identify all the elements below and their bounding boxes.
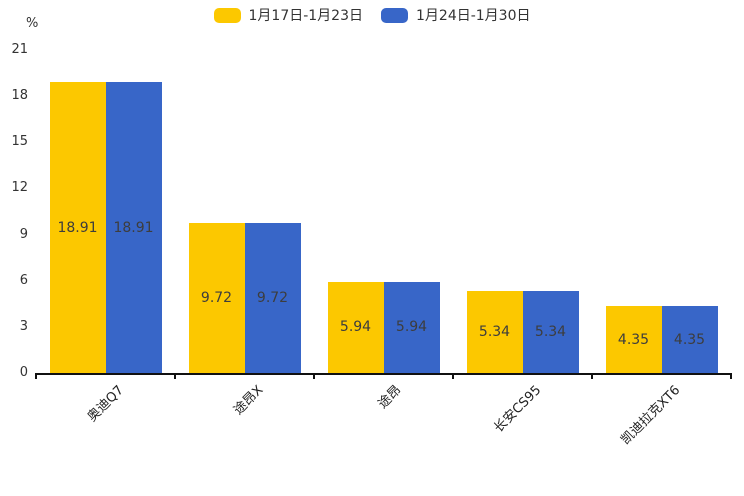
bar-series1-5: 4.35	[605, 306, 662, 373]
bar-value-label: 5.34	[478, 323, 511, 340]
y-tick-label: 6	[19, 272, 28, 288]
bar-series1-1: 18.91	[49, 82, 106, 373]
bar-value-label: 5.34	[534, 323, 567, 340]
bar-value-label: 9.72	[200, 290, 233, 307]
bar-series2-5: 4.35	[661, 306, 718, 373]
bar-value-label: 9.72	[256, 290, 289, 307]
y-axis-unit: %	[26, 16, 39, 31]
x-axis-tick	[35, 373, 37, 379]
bar-series2-2: 9.72	[244, 223, 301, 373]
x-axis-tick	[174, 373, 176, 379]
bar-series1-2: 9.72	[188, 223, 245, 373]
bar-series1-3: 5.94	[327, 281, 384, 373]
bar-value-label: 4.35	[617, 331, 650, 348]
x-axis-tick	[313, 373, 315, 379]
bar-value-label: 5.94	[395, 319, 428, 336]
y-tick-label: 3	[19, 318, 28, 334]
legend: 1月17日-1月23日 1月24日-1月30日	[0, 8, 744, 23]
legend-item-label: 1月24日-1月30日	[416, 7, 531, 24]
x-axis-tick	[452, 373, 454, 379]
x-axis-line	[36, 373, 732, 375]
x-axis-category-label: 长安CS95	[490, 382, 544, 436]
legend-swatch-icon	[213, 8, 241, 23]
bar-series2-3: 5.94	[383, 281, 440, 373]
y-tick-label: 18	[11, 88, 28, 104]
legend-swatch-icon	[381, 8, 408, 23]
bar-value-label: 18.91	[57, 219, 98, 236]
bar-value-label: 18.91	[113, 219, 154, 236]
x-axis-category-label: 途昂X	[230, 382, 266, 419]
bar-value-label: 4.35	[673, 331, 706, 348]
x-axis-category-label: 奥迪Q7	[84, 382, 127, 425]
y-tick-label: 0	[19, 365, 28, 380]
x-axis-category-label: 途昂	[375, 382, 405, 412]
bar-series1-4: 5.34	[466, 290, 523, 373]
legend-item-label: 1月17日-1月23日	[248, 7, 364, 24]
legend-item-1[interactable]: 1月24日-1月30日	[381, 8, 531, 23]
x-axis-category-label: 凯迪拉克XT6	[617, 382, 683, 448]
x-axis-tick	[591, 373, 593, 379]
bar-value-label: 5.94	[339, 319, 372, 336]
bar-series2-4: 5.34	[522, 290, 579, 373]
bar-series2-1: 18.91	[105, 82, 162, 373]
x-axis-tick	[730, 373, 732, 379]
legend-item-0[interactable]: 1月17日-1月23日	[213, 7, 364, 24]
y-tick-label: 9	[19, 226, 28, 242]
y-tick-label: 12	[11, 180, 28, 196]
y-tick-label: 15	[11, 134, 28, 150]
y-tick-label: 21	[11, 42, 28, 57]
